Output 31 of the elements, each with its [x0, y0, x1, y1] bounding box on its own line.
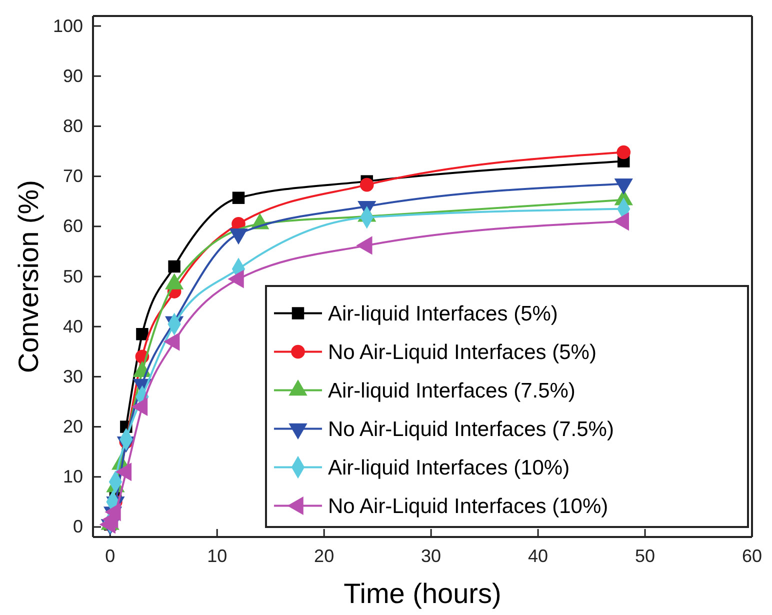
x-axis-title: Time (hours): [344, 578, 502, 609]
legend-label: No Air-Liquid Interfaces (5%): [328, 341, 596, 364]
y-tick-label: 90: [62, 66, 83, 86]
legend-label: No Air-Liquid Interfaces (7.5%): [328, 418, 614, 442]
point: [360, 178, 374, 192]
y-tick-label: 20: [62, 416, 83, 437]
point: [136, 328, 148, 340]
legend-label: No Air-Liquid Interfaces (10%): [328, 495, 608, 518]
x-tick-label: 10: [207, 546, 228, 566]
y-tick-label: 100: [52, 16, 83, 36]
point: [616, 145, 631, 160]
x-tick-label: 60: [742, 546, 762, 566]
x-tick-label: 0: [105, 546, 116, 566]
x-tick-label: 20: [314, 546, 334, 566]
y-tick-label: 50: [62, 266, 83, 286]
x-tick-label: 50: [635, 546, 656, 566]
y-tick-label: 0: [72, 516, 83, 537]
legend-label: Air-liquid Interfaces (5%): [328, 302, 558, 326]
x-tick-label: 30: [421, 546, 442, 566]
point: [168, 260, 180, 273]
y-axis-title: Conversion (%): [13, 180, 44, 373]
y-tick-label: 60: [62, 216, 83, 236]
y-tick-label: 70: [62, 166, 83, 186]
point: [232, 192, 245, 204]
y-tick-label: 40: [62, 316, 83, 336]
legend-label: Air-liquid Interfaces (7.5%): [328, 380, 576, 403]
y-tick-label: 10: [62, 466, 83, 487]
y-tick-label: 80: [62, 116, 83, 136]
legend-label: Air-liquid Interfaces (10%): [328, 456, 570, 480]
y-tick-label: 30: [62, 366, 83, 386]
x-tick-label: 40: [528, 546, 548, 566]
